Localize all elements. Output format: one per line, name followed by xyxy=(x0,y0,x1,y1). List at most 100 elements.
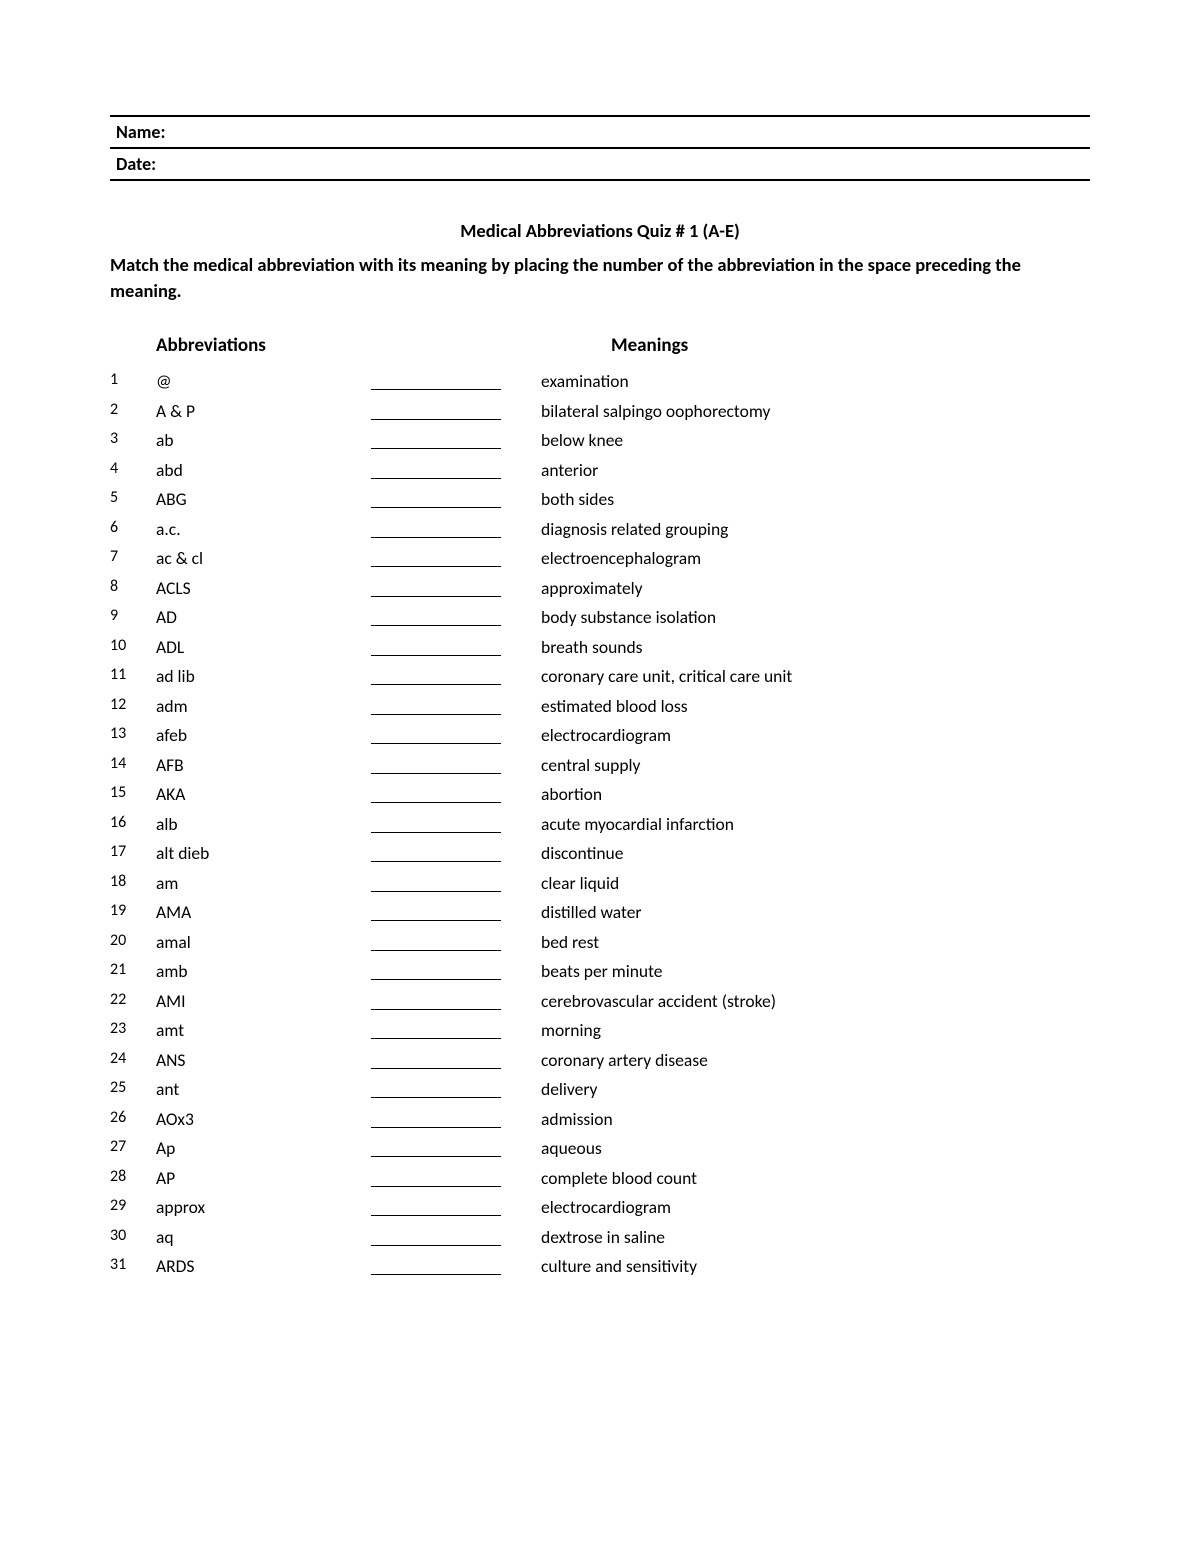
meaning-text: examination xyxy=(541,370,1090,392)
answer-blank[interactable] xyxy=(371,1137,501,1157)
answer-blank[interactable] xyxy=(371,429,501,449)
answer-blank[interactable] xyxy=(371,754,501,774)
quiz-row: 7ac & cl electroencephalogram xyxy=(110,540,1090,570)
meaning-text: admission xyxy=(541,1108,1090,1130)
header-abbreviations: Abbreviations xyxy=(156,334,371,357)
row-number: 6 xyxy=(110,518,156,540)
abbreviation-text: adm xyxy=(156,695,371,717)
meaning-text: both sides xyxy=(541,488,1090,510)
row-number: 8 xyxy=(110,577,156,599)
quiz-row: 10ADLbreath sounds xyxy=(110,628,1090,658)
answer-blank[interactable] xyxy=(371,960,501,980)
quiz-row: 15AKAabortion xyxy=(110,776,1090,806)
meaning-text: estimated blood loss xyxy=(541,695,1090,717)
row-number: 31 xyxy=(110,1255,156,1277)
answer-blank[interactable] xyxy=(371,518,501,538)
meaning-text: body substance isolation xyxy=(541,606,1090,628)
quiz-rows: 1@examination2A & Pbilateral salpingo oo… xyxy=(110,363,1090,1278)
answer-blank[interactable] xyxy=(371,665,501,685)
meaning-text: cerebrovascular accident (stroke) xyxy=(541,990,1090,1012)
answer-blank[interactable] xyxy=(371,931,501,951)
date-field-row[interactable]: Date: xyxy=(110,149,1090,181)
quiz-row: 28APcomplete blood count xyxy=(110,1159,1090,1189)
meaning-text: coronary care unit, critical care unit xyxy=(541,665,1090,687)
answer-blank[interactable] xyxy=(371,1255,501,1275)
row-number: 9 xyxy=(110,606,156,628)
quiz-row: 1@examination xyxy=(110,363,1090,393)
answer-blank[interactable] xyxy=(371,1108,501,1128)
row-number: 14 xyxy=(110,754,156,776)
answer-blank[interactable] xyxy=(371,1049,501,1069)
row-number: 17 xyxy=(110,842,156,864)
row-number: 26 xyxy=(110,1108,156,1130)
answer-blank[interactable] xyxy=(371,990,501,1010)
answer-blank[interactable] xyxy=(371,370,501,390)
meaning-text: discontinue xyxy=(541,842,1090,864)
abbreviation-text: ABG xyxy=(156,488,371,510)
column-headers: Abbreviations Meanings xyxy=(110,334,1090,357)
abbreviation-text: ARDS xyxy=(156,1255,371,1277)
meaning-text: clear liquid xyxy=(541,872,1090,894)
quiz-row: 16albacute myocardial infarction xyxy=(110,805,1090,835)
abbreviation-text: @ xyxy=(156,370,371,392)
quiz-row: 30aqdextrose in saline xyxy=(110,1218,1090,1248)
meaning-text: aqueous xyxy=(541,1137,1090,1159)
row-number: 30 xyxy=(110,1226,156,1248)
row-number: 18 xyxy=(110,872,156,894)
answer-blank[interactable] xyxy=(371,1167,501,1187)
abbreviation-text: AMA xyxy=(156,901,371,923)
row-number: 22 xyxy=(110,990,156,1012)
answer-blank[interactable] xyxy=(371,783,501,803)
meaning-text: anterior xyxy=(541,459,1090,481)
quiz-row: 29approxelectrocardiogram xyxy=(110,1189,1090,1219)
answer-blank[interactable] xyxy=(371,1019,501,1039)
quiz-row: 9AD body substance isolation xyxy=(110,599,1090,629)
abbreviation-text: amb xyxy=(156,960,371,982)
answer-blank[interactable] xyxy=(371,1226,501,1246)
abbreviation-text: AD xyxy=(156,606,371,628)
row-number: 12 xyxy=(110,695,156,717)
answer-blank[interactable] xyxy=(371,488,501,508)
meaning-text: bilateral salpingo oophorectomy xyxy=(541,400,1090,422)
quiz-row: 13afebelectrocardiogram xyxy=(110,717,1090,747)
answer-blank[interactable] xyxy=(371,842,501,862)
abbreviation-text: abd xyxy=(156,459,371,481)
abbreviation-text: ad lib xyxy=(156,665,371,687)
answer-blank[interactable] xyxy=(371,636,501,656)
answer-blank[interactable] xyxy=(371,695,501,715)
answer-blank[interactable] xyxy=(371,1196,501,1216)
answer-blank[interactable] xyxy=(371,459,501,479)
quiz-row: 12adm estimated blood loss xyxy=(110,687,1090,717)
abbreviation-text: alb xyxy=(156,813,371,835)
row-number: 7 xyxy=(110,547,156,569)
header-meanings: Meanings xyxy=(541,334,1090,357)
quiz-row: 22AMI cerebrovascular accident (stroke) xyxy=(110,982,1090,1012)
answer-blank[interactable] xyxy=(371,872,501,892)
row-number: 11 xyxy=(110,665,156,687)
abbreviation-text: AMI xyxy=(156,990,371,1012)
name-label: Name: xyxy=(116,121,165,143)
row-number: 16 xyxy=(110,813,156,835)
answer-blank[interactable] xyxy=(371,606,501,626)
abbreviation-text: ac & cl xyxy=(156,547,371,569)
row-number: 27 xyxy=(110,1137,156,1159)
answer-blank[interactable] xyxy=(371,400,501,420)
worksheet-page: Name: Date: Medical Abbreviations Quiz #… xyxy=(0,0,1200,1337)
name-field-row[interactable]: Name: xyxy=(110,115,1090,149)
answer-blank[interactable] xyxy=(371,577,501,597)
meaning-text: morning xyxy=(541,1019,1090,1041)
answer-blank[interactable] xyxy=(371,724,501,744)
answer-blank[interactable] xyxy=(371,1078,501,1098)
row-number: 20 xyxy=(110,931,156,953)
answer-blank[interactable] xyxy=(371,813,501,833)
quiz-row: 3abbelow knee xyxy=(110,422,1090,452)
abbreviation-text: AOx3 xyxy=(156,1108,371,1130)
instructions-text: Match the medical abbreviation with its … xyxy=(110,252,1090,304)
answer-blank[interactable] xyxy=(371,901,501,921)
meaning-text: electroencephalogram xyxy=(541,547,1090,569)
row-number: 28 xyxy=(110,1167,156,1189)
abbreviation-text: A & P xyxy=(156,400,371,422)
abbreviation-text: am xyxy=(156,872,371,894)
row-number: 15 xyxy=(110,783,156,805)
answer-blank[interactable] xyxy=(371,547,501,567)
